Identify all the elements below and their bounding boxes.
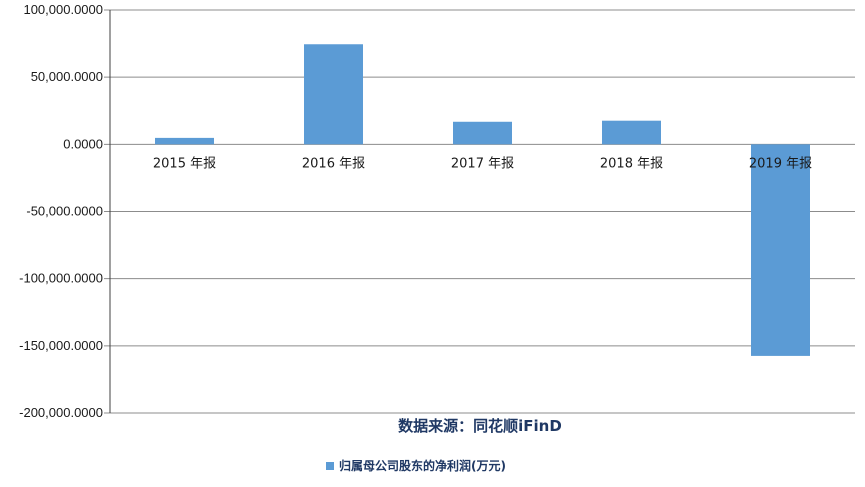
- x-tick-label: 2015 年报: [153, 156, 216, 171]
- x-tick-label: 2018 年报: [600, 156, 663, 171]
- y-tick-label: 50,000.0000: [31, 69, 103, 84]
- gridlines: [104, 9, 855, 414]
- bar: [602, 120, 661, 145]
- x-axis-tick-labels: 2015 年报 2016 年报 2017 年报 2018 年报 2019 年报: [153, 156, 812, 171]
- x-tick-label: 2017 年报: [451, 156, 514, 171]
- bar: [155, 137, 214, 145]
- y-tick-label: -200,000.0000: [19, 405, 103, 420]
- x-tick-label: 2016 年报: [302, 156, 365, 171]
- bar: [453, 121, 512, 145]
- bars: [155, 44, 810, 356]
- y-tick-label: 100,000.0000: [23, 2, 103, 17]
- legend-swatch: [326, 462, 334, 470]
- bar: [751, 144, 810, 356]
- y-tick-label: -50,000.0000: [26, 204, 103, 219]
- y-tick-label: 0.0000: [63, 136, 103, 151]
- bar: [304, 44, 363, 145]
- legend: 归属母公司股东的净利润(万元): [326, 458, 506, 473]
- legend-label: 归属母公司股东的净利润(万元): [339, 458, 506, 473]
- y-tick-label: -100,000.0000: [19, 271, 103, 286]
- x-tick-label: 2019 年报: [749, 156, 812, 171]
- source-label: 数据来源：同花顺iFinD: [398, 417, 562, 435]
- y-axis-tick-labels: 100,000.0000 50,000.0000 0.0000 -50,000.000…: [19, 2, 103, 420]
- y-tick-label: -150,000.0000: [19, 338, 103, 353]
